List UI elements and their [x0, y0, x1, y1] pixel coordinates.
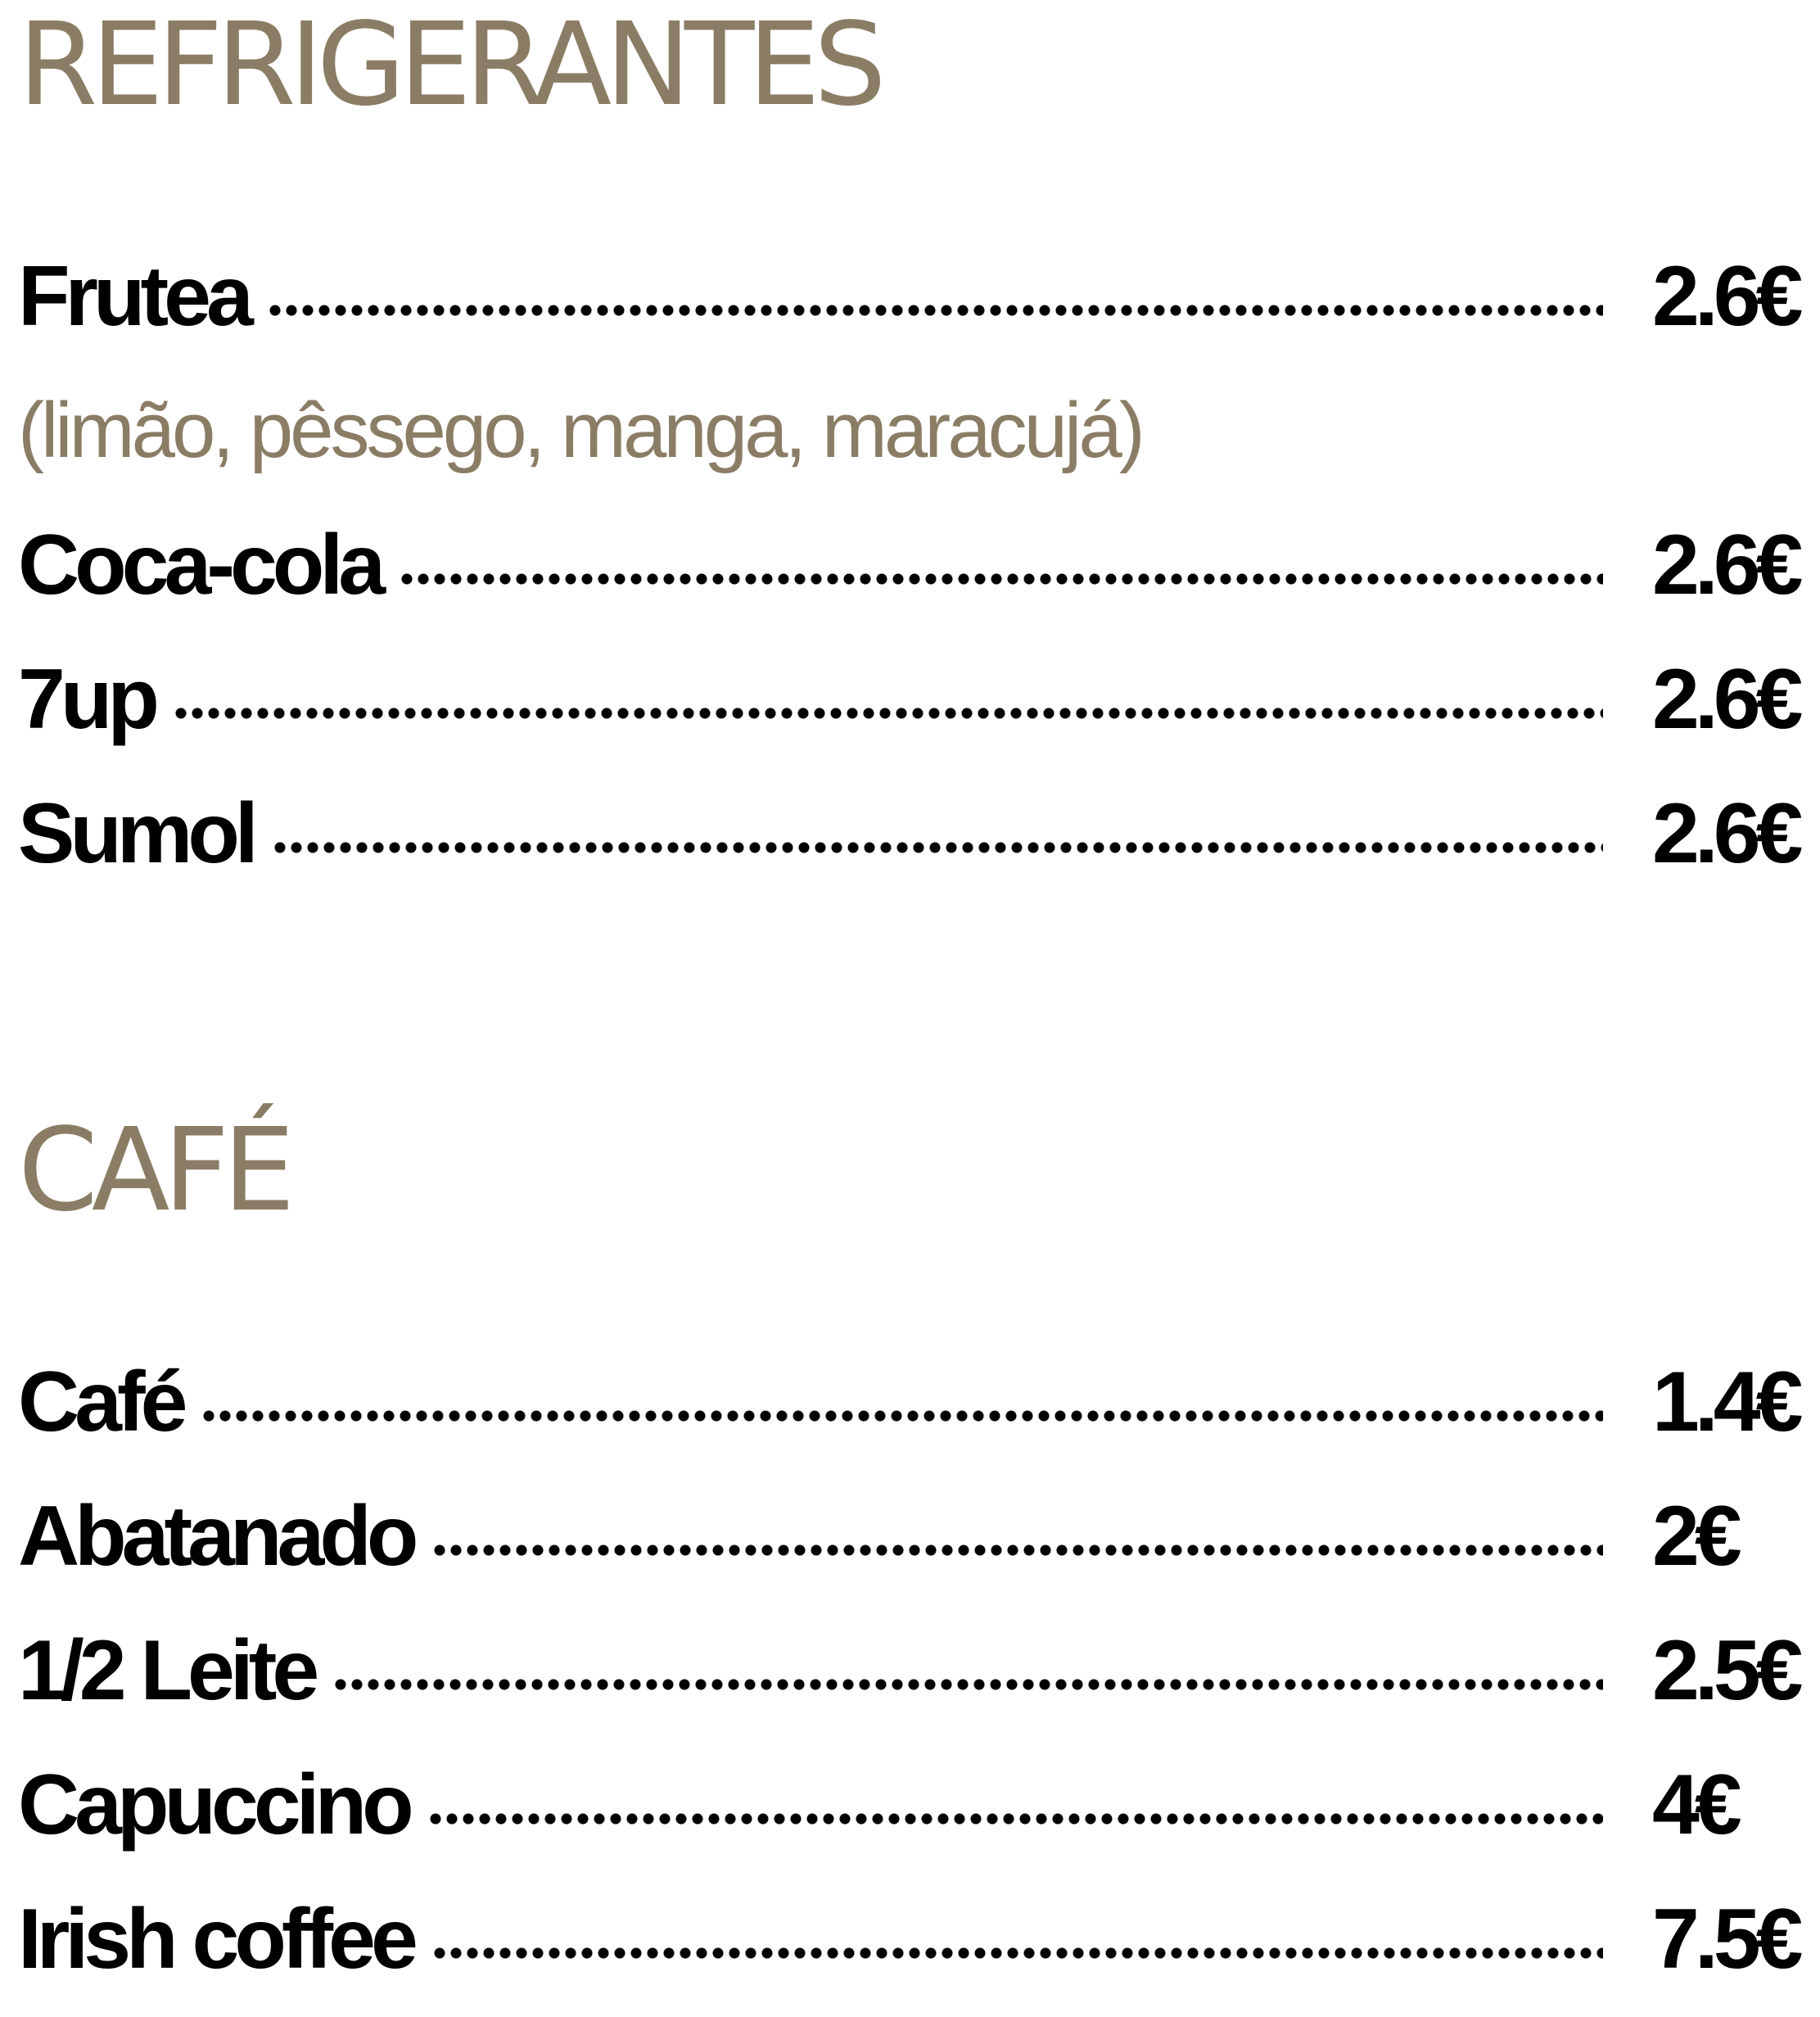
dot-leader — [431, 1946, 1603, 1960]
item-name: Coca-cola — [18, 517, 386, 613]
item-price: 2.6€ — [1652, 651, 1803, 747]
dot-leader — [332, 1677, 1603, 1692]
menu-item: Capuccino 4€ — [0, 1738, 1820, 1872]
item-name: Capuccino — [18, 1757, 414, 1852]
item-name: Irish coffee — [18, 1891, 418, 1987]
dot-leader — [399, 572, 1603, 586]
item-name: 7up — [18, 651, 160, 747]
menu-item: Frutea 2.6€ — [0, 229, 1820, 364]
menu-item: Sumol 2.6€ — [0, 767, 1820, 901]
item-price: 2.5€ — [1652, 1622, 1803, 1718]
item-name: Frutea — [18, 248, 254, 344]
item-name: Abatanado — [18, 1488, 418, 1584]
section-title: REFRIGERANTES — [18, 0, 887, 132]
item-name: Sumol — [18, 785, 259, 881]
item-price: 2€ — [1652, 1488, 1742, 1584]
item-name: Café — [18, 1354, 187, 1449]
menu-item: Café 1.4€ — [0, 1335, 1820, 1469]
item-price: 2.6€ — [1652, 248, 1803, 344]
item-price: 7.5€ — [1652, 1891, 1803, 1987]
dot-leader — [201, 1409, 1603, 1423]
item-price: 1.4€ — [1652, 1354, 1803, 1449]
item-note-row: (limão, pêssego, manga, maracujá) — [0, 364, 1820, 498]
section-title: CAFÉ — [18, 1104, 296, 1237]
menu-item: 1/2 Leite 2.5€ — [0, 1603, 1820, 1738]
dot-leader — [431, 1543, 1603, 1558]
item-price: 2.6€ — [1652, 517, 1803, 613]
dot-leader — [266, 303, 1603, 318]
menu-item: Abatanado 2€ — [0, 1469, 1820, 1603]
item-name: 1/2 Leite — [18, 1622, 319, 1718]
item-note: (limão, pêssego, manga, maracujá) — [18, 387, 1145, 474]
dot-leader — [271, 840, 1603, 855]
dot-leader — [172, 706, 1603, 721]
item-price: 2.6€ — [1652, 785, 1803, 881]
menu-item: Irish coffee 7.5€ — [0, 1872, 1820, 2006]
dot-leader — [427, 1811, 1603, 1826]
menu-item: Coca-cola 2.6€ — [0, 498, 1820, 632]
menu-item: 7up 2.6€ — [0, 632, 1820, 767]
item-price: 4€ — [1652, 1757, 1742, 1852]
